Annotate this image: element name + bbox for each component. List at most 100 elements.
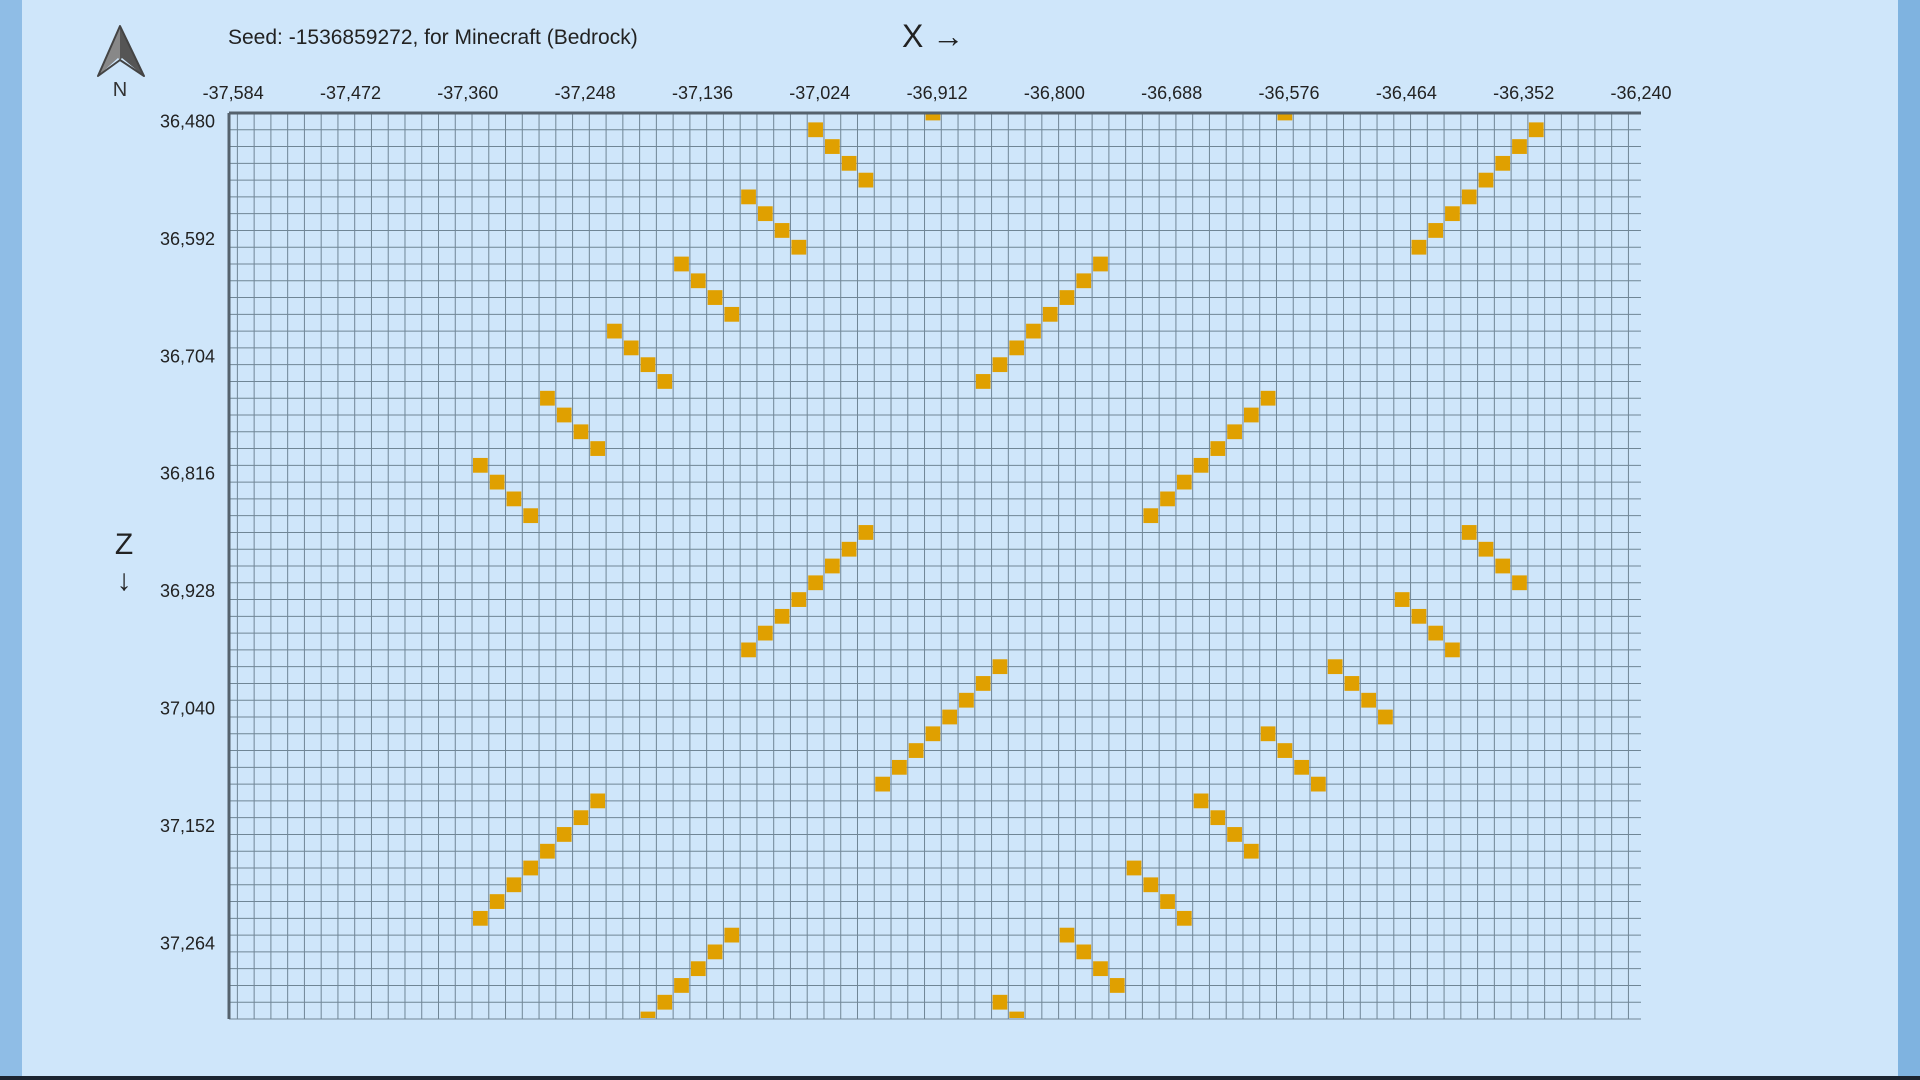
highlighted-chunk <box>1026 323 1041 339</box>
highlighted-chunk <box>590 793 606 809</box>
highlighted-chunk <box>892 759 907 775</box>
highlighted-chunk <box>1059 290 1075 305</box>
highlighted-chunk <box>657 374 673 389</box>
highlighted-chunk <box>1243 843 1259 859</box>
highlighted-chunk <box>1512 575 1527 591</box>
highlighted-chunk <box>1495 558 1511 574</box>
highlighted-chunk <box>674 978 689 993</box>
highlighted-chunk <box>1243 407 1259 423</box>
x-tick-label: -37,024 <box>789 83 850 103</box>
x-tick-label: -36,800 <box>1024 83 1085 103</box>
highlighted-chunk <box>1210 441 1226 456</box>
highlighted-chunk <box>992 994 1008 1010</box>
highlighted-chunk <box>908 743 924 758</box>
highlighted-chunk <box>523 860 539 876</box>
compass-label: N <box>113 79 127 100</box>
highlighted-chunk <box>1327 659 1343 675</box>
highlighted-chunk <box>640 1011 656 1018</box>
z-axis-letter: Z <box>114 528 134 561</box>
x-tick-label: -36,912 <box>907 83 968 103</box>
highlighted-chunk <box>741 642 756 658</box>
highlighted-chunk <box>489 474 505 490</box>
highlighted-chunk <box>506 491 522 507</box>
highlighted-chunk <box>1344 676 1360 691</box>
z-tick-labels: 36,480 36,592 36,704 36,816 36,928 37,040 37,1… <box>160 111 215 953</box>
highlighted-chunk <box>774 608 790 624</box>
z-tick-label: 36,816 <box>160 464 215 484</box>
z-tick-label: 36,704 <box>160 346 215 366</box>
x-tick-label: -36,240 <box>1610 83 1671 103</box>
highlighted-chunk <box>707 290 723 305</box>
highlighted-chunk <box>1461 525 1477 540</box>
x-tick-label: -36,688 <box>1141 83 1202 103</box>
z-tick-label: 37,264 <box>160 934 215 954</box>
seed-title: Seed: -1536859272, for Minecraft (Bedroc… <box>228 26 638 49</box>
highlighted-chunk <box>841 155 857 171</box>
highlighted-chunk <box>1445 206 1460 222</box>
highlighted-chunk <box>1009 340 1025 356</box>
highlighted-chunk <box>1528 122 1544 138</box>
highlighted-chunk <box>1277 743 1293 758</box>
grid-line-path <box>229 112 1641 1020</box>
highlighted-chunk <box>1294 759 1309 775</box>
highlighted-chunk <box>1160 491 1175 507</box>
highlighted-chunk <box>1176 474 1192 490</box>
highlighted-chunk <box>992 659 1008 675</box>
highlighted-chunk <box>1378 709 1393 725</box>
z-axis-label: Z ↓ <box>111 527 137 599</box>
highlighted-chunk <box>1227 424 1242 440</box>
highlighted-chunk <box>1411 608 1427 624</box>
highlighted-chunk <box>724 927 740 943</box>
north-arrow-icon: N <box>97 25 145 100</box>
x-tick-label: -37,584 <box>203 83 264 103</box>
highlighted-chunk <box>757 206 773 222</box>
highlighted-chunk <box>657 994 673 1010</box>
z-tick-label: 37,040 <box>160 699 215 719</box>
highlighted-chunk <box>1428 625 1444 641</box>
highlighted-chunk <box>690 961 706 977</box>
highlighted-chunk <box>1260 726 1276 742</box>
highlighted-chunk <box>1176 910 1192 926</box>
highlighted-chunk <box>975 374 991 389</box>
highlighted-chunk <box>741 189 756 205</box>
highlighted-chunk <box>1461 189 1477 205</box>
highlighted-chunk <box>506 877 522 893</box>
highlighted-chunk <box>540 390 555 406</box>
highlighted-chunk <box>1143 877 1159 893</box>
z-tick-label: 36,592 <box>160 229 215 249</box>
highlighted-chunk <box>523 508 539 524</box>
highlighted-chunk <box>556 407 572 423</box>
highlighted-chunk <box>623 340 639 356</box>
highlighted-chunk <box>473 457 488 473</box>
highlighted-chunk <box>959 692 974 708</box>
highlighted-chunk <box>992 357 1008 373</box>
x-tick-label: -37,472 <box>320 83 381 103</box>
highlighted-chunk <box>707 944 723 960</box>
highlighted-chunk <box>858 172 874 188</box>
highlighted-chunk <box>1512 139 1527 154</box>
highlighted-chunk <box>573 424 589 440</box>
highlighted-chunk <box>1076 273 1092 289</box>
x-tick-labels: -37,584 -37,472 -37,360 -37,248 -37,136 -37,0… <box>203 83 1672 103</box>
highlighted-chunk <box>791 239 807 255</box>
highlighted-chunk <box>607 323 622 339</box>
x-tick-label: -37,360 <box>437 83 498 103</box>
highlighted-chunk <box>808 122 823 138</box>
highlighted-chunk <box>1093 256 1108 272</box>
highlighted-chunk <box>473 910 488 926</box>
highlighted-chunk <box>724 306 740 322</box>
highlighted-chunk <box>942 709 958 725</box>
highlighted-chunk <box>824 139 840 154</box>
highlighted-chunk <box>540 843 555 859</box>
highlighted-chunk <box>1193 457 1209 473</box>
highlighted-chunk <box>1160 894 1175 909</box>
z-tick-label: 37,152 <box>160 816 215 836</box>
highlighted-chunk <box>791 592 807 607</box>
highlighted-chunk <box>640 357 656 373</box>
x-tick-label: -36,464 <box>1376 83 1437 103</box>
grid-lines <box>229 112 1641 1020</box>
window-edge <box>1898 0 1920 1080</box>
highlighted-chunk <box>1260 390 1276 406</box>
highlighted-chunk <box>1143 508 1159 524</box>
